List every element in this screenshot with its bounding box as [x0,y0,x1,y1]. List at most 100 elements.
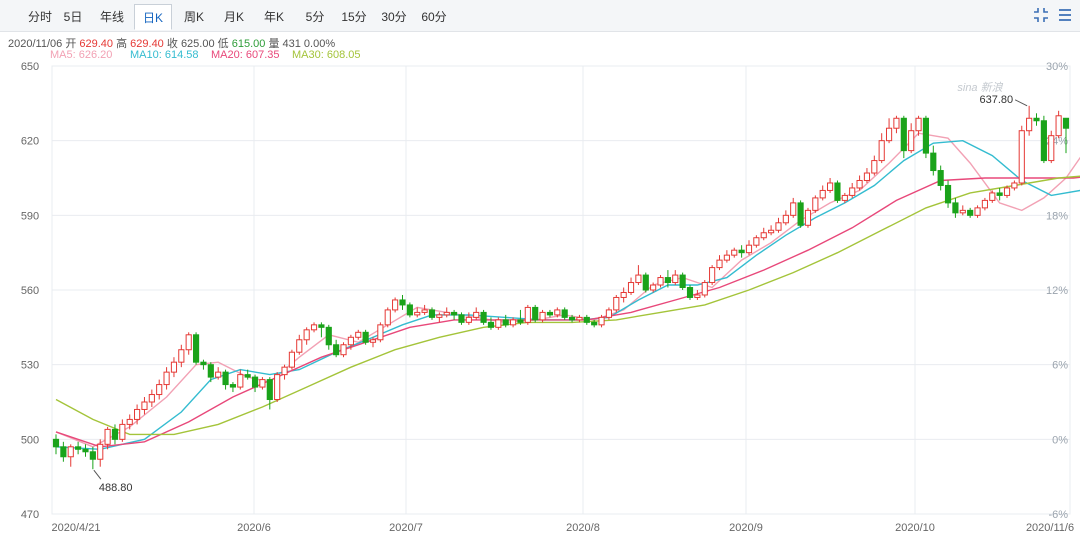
candle-body [1011,182,1018,189]
candle [863,168,871,183]
candle-body [89,451,96,460]
candle [782,210,789,226]
candle-body [170,361,178,373]
candle [605,307,613,320]
candle [465,312,472,325]
candle [1018,125,1025,186]
candle [406,302,413,318]
candle-body [598,316,605,326]
candle [310,322,318,333]
tab-6[interactable]: 年K [263,10,284,24]
low-value: 615.00 [231,38,266,50]
candle-body [561,309,568,318]
candle-body [804,209,812,226]
tab-2[interactable]: 年线 [99,10,124,24]
candle-body [82,448,89,453]
candle-body [451,311,458,316]
candle-body [458,314,465,323]
candle [67,444,74,467]
candle-body [856,179,863,189]
candle [318,322,325,338]
candle [790,197,797,218]
tab-3[interactable]: 日K [134,4,172,30]
candle [554,307,561,318]
candle-body [885,127,893,142]
volume-value: 431 [282,38,301,50]
candle-body [392,299,399,311]
candle-body [841,194,848,201]
candle [192,332,200,365]
ma30-legend: MA30: 608.05 [292,49,361,61]
tab-7[interactable]: 5分 [305,10,325,24]
candle-body [635,274,642,284]
candle-body [716,259,723,269]
candle [650,282,657,293]
candle [672,270,679,286]
candle [893,115,900,134]
ma-line-ma30 [55,175,1080,436]
candle [532,304,539,323]
candle-body [67,446,74,458]
candle [849,182,856,198]
candle-body [207,364,214,378]
candle [1062,117,1070,154]
candle-body [989,192,996,201]
candle [170,357,178,378]
pct-tick-label: 0% [1052,434,1068,446]
candle [222,369,229,390]
candle [878,133,885,164]
menu-icon[interactable] [1056,6,1074,24]
candle [1011,180,1018,191]
candle [52,434,60,455]
candle-body [679,274,686,289]
open-value: 629.40 [79,38,114,50]
candle-body [775,222,782,231]
candle-body [487,321,495,328]
candle [97,439,104,467]
tab-4[interactable]: 周K [183,10,204,24]
candle-body [930,152,937,172]
candle-body [473,311,480,318]
candle [804,207,812,228]
tab-5[interactable]: 月K [223,10,244,24]
candle [952,197,959,218]
candle [591,319,598,328]
candle-body [782,214,789,224]
candle [111,424,119,445]
tab-1[interactable]: 5日 [63,10,83,24]
candle-body [701,282,708,296]
candle [134,404,141,425]
candle [1048,130,1055,164]
tab-8[interactable]: 15分 [341,10,367,24]
candle [362,329,369,345]
candle [930,145,937,176]
candle-body [244,374,251,378]
candle [613,294,620,313]
tab-9[interactable]: 30分 [381,10,407,24]
candle-body [502,319,509,326]
x-tick-label: 2020/10 [895,522,935,534]
candle-body [251,376,259,388]
candle [473,307,480,320]
candle-body [981,199,988,209]
tab-0[interactable]: 分时 [27,10,52,24]
pct-tick-label: 30% [1046,61,1068,73]
candle [443,307,450,318]
candle [288,349,295,370]
sina-watermark: sina 新浪 [957,81,1003,94]
collapse-icon[interactable] [1032,6,1050,24]
x-tick-label: 2020/4/21 [52,522,101,534]
x-tick-label: 2020/8 [566,522,600,534]
candle-body [694,294,701,298]
tab-10[interactable]: 60分 [421,10,447,24]
candle-body [849,187,856,196]
candle [576,314,583,323]
candle [716,255,723,271]
candle-body [731,249,738,256]
candle-body [709,267,716,284]
candle-body [406,304,413,316]
candle [141,397,148,415]
candle [642,272,649,293]
candle [207,362,214,383]
